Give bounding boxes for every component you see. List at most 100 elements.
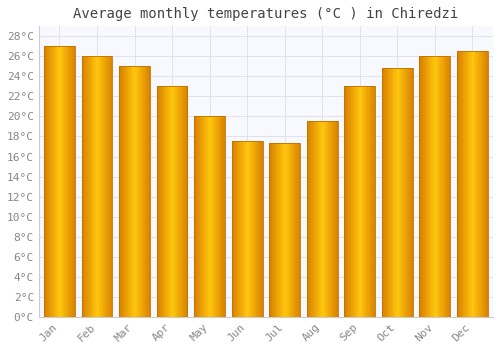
Bar (256, 141, 257, 317)
Bar (56, 46, 57, 317)
Bar (186, 86, 187, 317)
Bar (402, 68, 403, 317)
Bar (208, 117, 209, 317)
Bar (389, 68, 390, 317)
Bar (237, 141, 238, 317)
Bar (216, 117, 218, 317)
Bar (430, 56, 431, 317)
Bar (108, 56, 110, 317)
Bar (411, 68, 412, 317)
Bar (348, 86, 349, 317)
Bar (374, 86, 376, 317)
Bar (133, 66, 134, 317)
Bar (442, 56, 444, 317)
Bar (484, 51, 486, 317)
Bar (364, 86, 365, 317)
Bar (329, 121, 330, 317)
Bar (127, 66, 128, 317)
Bar (238, 141, 240, 317)
Bar (278, 144, 280, 317)
Bar (390, 68, 391, 317)
Bar (45, 46, 46, 317)
Bar (246, 141, 247, 317)
Bar (124, 66, 126, 317)
Bar (334, 121, 336, 317)
Bar (169, 86, 170, 317)
Bar (58, 46, 59, 317)
Bar (408, 68, 409, 317)
Bar (436, 56, 438, 317)
Bar (83, 56, 84, 317)
Bar (420, 56, 450, 317)
Bar (44, 46, 75, 317)
Bar (277, 144, 278, 317)
Bar (170, 86, 172, 317)
Bar (319, 121, 320, 317)
Bar (373, 86, 374, 317)
Bar (252, 141, 254, 317)
Bar (286, 144, 287, 317)
Bar (353, 86, 354, 317)
Bar (107, 56, 108, 317)
Bar (119, 66, 150, 317)
Bar (126, 66, 127, 317)
Bar (297, 144, 298, 317)
Bar (178, 86, 179, 317)
Bar (210, 117, 211, 317)
Bar (466, 51, 467, 317)
Bar (218, 117, 219, 317)
Bar (258, 141, 259, 317)
Bar (284, 144, 285, 317)
Bar (457, 51, 488, 317)
Bar (307, 121, 338, 317)
Bar (194, 117, 195, 317)
Bar (399, 68, 400, 317)
Bar (46, 46, 47, 317)
Bar (370, 86, 372, 317)
Bar (97, 56, 98, 317)
Bar (412, 68, 413, 317)
Bar (432, 56, 434, 317)
Bar (90, 56, 91, 317)
Bar (337, 121, 338, 317)
Bar (44, 46, 45, 317)
Bar (261, 141, 262, 317)
Bar (478, 51, 480, 317)
Bar (100, 56, 101, 317)
Bar (221, 117, 222, 317)
Bar (162, 86, 163, 317)
Bar (163, 86, 164, 317)
Bar (410, 68, 412, 317)
Bar (406, 68, 408, 317)
Bar (420, 56, 421, 317)
Bar (214, 117, 215, 317)
Bar (146, 66, 147, 317)
Bar (103, 56, 104, 317)
Bar (360, 86, 362, 317)
Bar (426, 56, 427, 317)
Bar (467, 51, 468, 317)
Bar (164, 86, 165, 317)
Bar (428, 56, 429, 317)
Bar (372, 86, 373, 317)
Bar (185, 86, 186, 317)
Bar (365, 86, 366, 317)
Bar (201, 117, 202, 317)
Bar (137, 66, 138, 317)
Bar (473, 51, 474, 317)
Bar (224, 117, 225, 317)
Bar (318, 121, 319, 317)
Bar (139, 66, 140, 317)
Bar (156, 86, 158, 317)
Bar (110, 56, 111, 317)
Bar (120, 66, 122, 317)
Bar (111, 56, 112, 317)
Bar (431, 56, 432, 317)
Bar (71, 46, 72, 317)
Bar (355, 86, 356, 317)
Bar (484, 51, 485, 317)
Bar (212, 117, 214, 317)
Bar (174, 86, 175, 317)
Bar (308, 121, 309, 317)
Bar (241, 141, 242, 317)
